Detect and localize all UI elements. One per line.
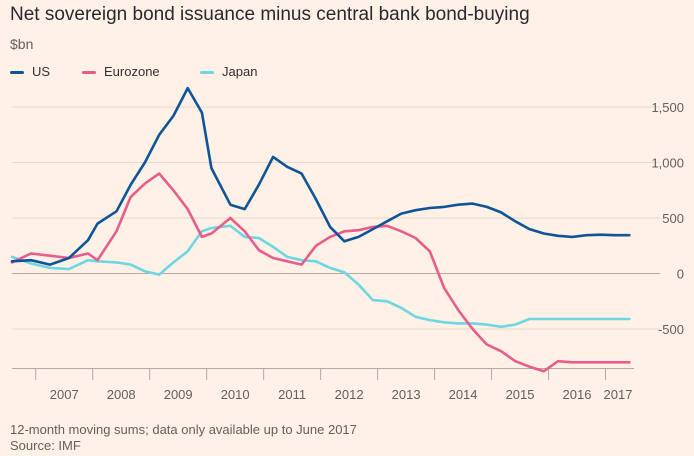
x-tick-label: 2014: [449, 387, 478, 402]
series-line-eurozone: [10, 172, 631, 373]
y-tick-label: 500: [662, 211, 684, 226]
legend-swatch-eurozone: [82, 71, 96, 74]
source-note: Source: IMF: [10, 438, 81, 453]
x-tick-label: 2008: [107, 387, 136, 402]
series-line-us: [10, 86, 631, 266]
x-tick-label: 2009: [164, 387, 193, 402]
legend-label-japan: Japan: [222, 64, 258, 79]
y-tick-label: 1,500: [651, 100, 684, 115]
x-tick-label: 2013: [392, 387, 421, 402]
unit-label: $bn: [10, 36, 34, 52]
legend-label-us: US: [32, 64, 51, 79]
y-tick-label: 0: [677, 267, 684, 282]
x-tick-label: 2007: [50, 387, 79, 402]
x-tick-label: 2012: [335, 387, 364, 402]
y-tick-label: 1,000: [651, 156, 684, 171]
series-line-japan: [10, 224, 631, 329]
legend-label-eurozone: Eurozone: [104, 64, 160, 79]
x-tick-label: 2015: [506, 387, 535, 402]
x-tick-label: 2011: [278, 387, 306, 402]
legend-swatch-japan: [200, 71, 214, 74]
chart-title: Net sovereign bond issuance minus centra…: [10, 4, 530, 25]
legend-swatch-us: [10, 71, 24, 74]
x-tick-label: 2010: [221, 387, 250, 402]
y-tick-label: -500: [658, 322, 684, 337]
x-tick-label: 2017: [604, 387, 633, 402]
footnote: 12-month moving sums; data only availabl…: [10, 422, 357, 437]
x-tick-label: 2016: [563, 387, 592, 402]
